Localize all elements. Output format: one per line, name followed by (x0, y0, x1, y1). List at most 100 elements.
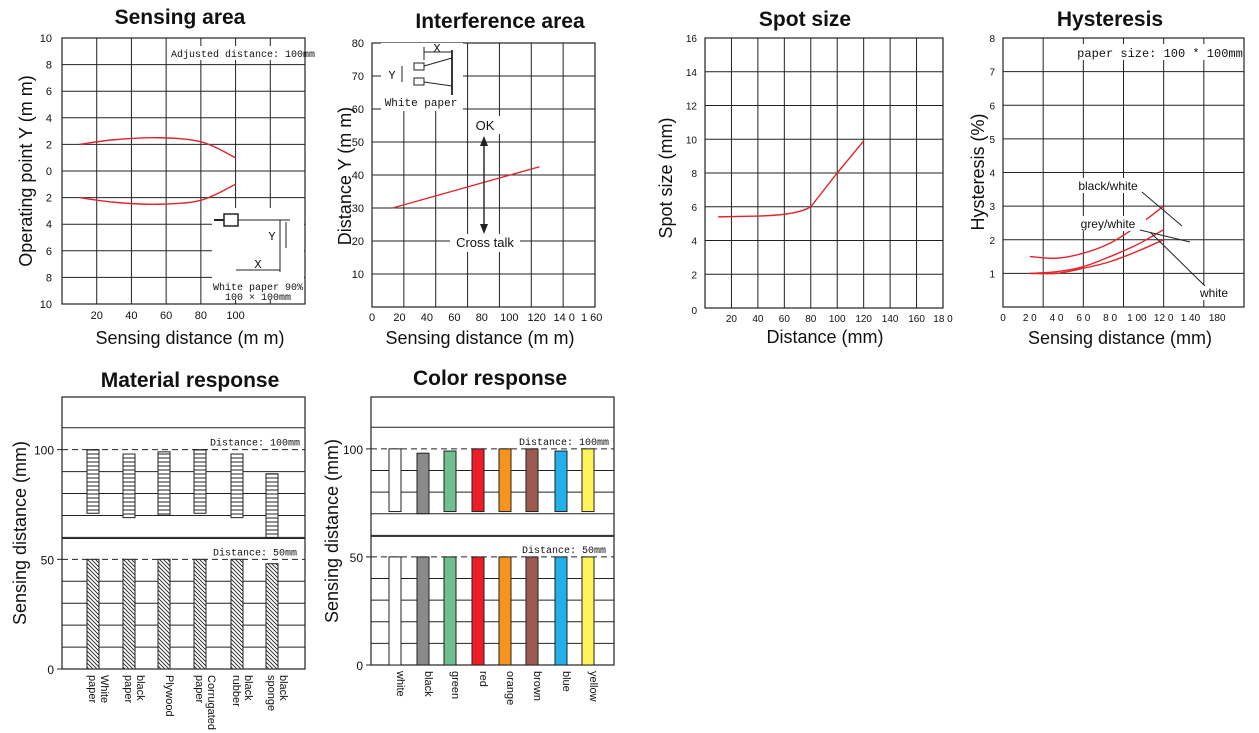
material-bar-50 (230, 558, 244, 670)
color-bar-100 (498, 448, 512, 513)
y-tick-label: 8 (989, 34, 995, 45)
y-axis-label: Operating point Y (m m) (16, 75, 36, 266)
x-tick-label: 100 (829, 314, 846, 325)
receiver-icon (413, 77, 425, 86)
material-category-label: black (242, 675, 254, 701)
color-response-title: Color response (412, 367, 568, 390)
label-bg (1068, 178, 1148, 193)
y-tick-label: 2 (46, 193, 52, 205)
y-tick-label: 100 (343, 443, 363, 457)
ok-label: OK (476, 118, 495, 133)
y-tick-label: 6 (691, 203, 697, 214)
x-dim-label: X (433, 42, 440, 56)
x-tick-label: 60 (448, 312, 460, 324)
label-bg (519, 434, 611, 447)
x-tick-label: 60 (160, 310, 172, 322)
y-tick-label: 60 (352, 104, 364, 116)
hysteresis-title: Hysteresis (1056, 8, 1164, 31)
x-tick-label: 80 (195, 310, 207, 322)
color-bar-100 (554, 450, 568, 513)
material-bar-100 (265, 473, 279, 538)
label-bg (519, 542, 611, 555)
x-dim-label: X (254, 258, 261, 272)
material-bar-50 (157, 558, 171, 670)
x-tick-label: 80 (476, 312, 488, 324)
series-label-black-white: black/white (1078, 179, 1138, 193)
y-tick-label: 20 (352, 236, 364, 248)
material-category-label: rubber (230, 675, 242, 707)
x-tick-label: 1 60 (581, 312, 602, 324)
color-bar-50 (498, 556, 512, 666)
x-tick-label: 14 0 (553, 312, 574, 324)
material-response-title: Material response (100, 369, 280, 392)
y-axis-label: Hysteresis (%) (968, 113, 988, 230)
y-tick-label: 12 (686, 102, 698, 113)
label-bg (1070, 216, 1146, 231)
color-bar-50 (554, 556, 568, 666)
spot-size-curve (718, 140, 865, 218)
y-tick-label: 10 (352, 269, 364, 281)
y-tick-label: 100 (34, 444, 54, 458)
material-bar-100 (122, 453, 136, 519)
leader-line (1139, 229, 1191, 243)
x-axis-label: Sensing distance (mm) (1028, 328, 1212, 348)
sensor-icon (223, 213, 239, 227)
color-category-label: green (449, 671, 461, 699)
x-axis-label: Distance (mm) (766, 327, 883, 347)
material-bar-50 (265, 563, 279, 670)
y-tick-label: 0 (356, 659, 363, 673)
y-tick-label: 6 (989, 101, 995, 112)
y-tick-label: 14 (686, 68, 698, 79)
x-tick-label: 40 (752, 314, 764, 325)
y-tick-label: 8 (46, 272, 52, 284)
x-tick-label: 20 (393, 312, 405, 324)
y-axis-label: Sensing distance (mm) (10, 441, 30, 625)
y-tick-label: 10 (686, 135, 698, 146)
x-tick-label: 0 (369, 312, 375, 324)
annotation-bg (1078, 44, 1243, 60)
y-tick-label: 4 (46, 219, 52, 231)
sensing-area-curve (79, 183, 236, 206)
distance-50-label: Distance: 50mm (213, 547, 297, 559)
y-tick-label: 10 (40, 33, 52, 45)
x-tick-label: 60 (779, 314, 791, 325)
x-tick-label: 0 (1000, 313, 1006, 324)
material-category-label: sponge (265, 675, 277, 711)
color-bar-50 (471, 556, 485, 666)
distance-100-label: Distance: 100mm (210, 438, 300, 450)
y-tick-label: 2 (46, 139, 52, 151)
arrow-head-up (480, 136, 488, 146)
inset-bg (381, 43, 463, 111)
x-tick-label: 100 (500, 312, 518, 324)
annotation-bg (180, 46, 304, 60)
y-tick-label: 6 (46, 86, 52, 98)
color-category-label: yellow (587, 671, 599, 702)
material-bar-100 (157, 451, 171, 516)
x-axis-label: Sensing distance (m m) (385, 328, 574, 348)
label-bg (210, 435, 302, 448)
arrow-head-down (480, 224, 488, 234)
material-frame (61, 396, 306, 670)
x-tick-label: 20 (726, 314, 738, 325)
x-tick-label: 80 (805, 314, 817, 325)
y-tick-label: 70 (352, 71, 364, 83)
white-paper-label: White paper (385, 98, 458, 110)
color-bar-50 (416, 556, 430, 666)
sensing-area-title: Sensing area (114, 6, 246, 29)
material-bar-50 (122, 558, 136, 670)
color-bar-50 (388, 556, 402, 666)
x-tick-label: 20 (91, 310, 103, 322)
y-tick-label: 10 (40, 299, 52, 311)
x-tick-label: 1 00 (1127, 313, 1147, 324)
x-tick-label: 4 0 (1050, 313, 1064, 324)
y-tick-label: 2 (691, 270, 697, 281)
x-tick-label: 40 (421, 312, 433, 324)
x-tick-label: 8 0 (1103, 313, 1117, 324)
color-frame (370, 396, 615, 666)
y-tick-label: 8 (46, 60, 52, 72)
x-tick-label: 180 (1209, 313, 1226, 324)
y-axis-label: Distance Y (m m) (335, 107, 355, 245)
series-label-grey-white: grey/white (1081, 217, 1136, 231)
x-tick-label: 12 0 (1154, 313, 1174, 324)
